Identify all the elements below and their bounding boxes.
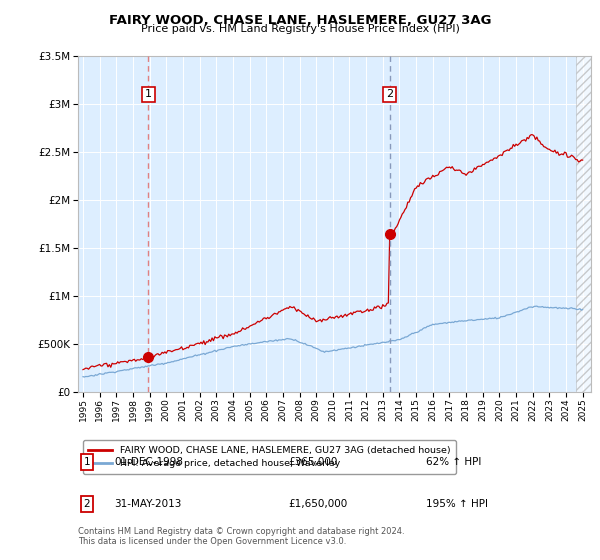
Text: 1: 1 (145, 90, 152, 100)
Text: 31-MAY-2013: 31-MAY-2013 (114, 499, 181, 509)
Text: Contains HM Land Registry data © Crown copyright and database right 2024.
This d: Contains HM Land Registry data © Crown c… (78, 526, 404, 546)
Text: £1,650,000: £1,650,000 (288, 499, 347, 509)
Text: FAIRY WOOD, CHASE LANE, HASLEMERE, GU27 3AG: FAIRY WOOD, CHASE LANE, HASLEMERE, GU27 … (109, 14, 491, 27)
Bar (575, 56, 591, 392)
Text: 1: 1 (83, 457, 91, 467)
Legend: FAIRY WOOD, CHASE LANE, HASLEMERE, GU27 3AG (detached house), HPI: Average price: FAIRY WOOD, CHASE LANE, HASLEMERE, GU27 … (83, 440, 456, 474)
Text: 2: 2 (386, 90, 394, 100)
Text: 01-DEC-1998: 01-DEC-1998 (114, 457, 183, 467)
Text: 62% ↑ HPI: 62% ↑ HPI (426, 457, 481, 467)
Text: 195% ↑ HPI: 195% ↑ HPI (426, 499, 488, 509)
Text: Price paid vs. HM Land Registry's House Price Index (HPI): Price paid vs. HM Land Registry's House … (140, 24, 460, 34)
Text: 2: 2 (83, 499, 91, 509)
Text: £365,000: £365,000 (288, 457, 337, 467)
